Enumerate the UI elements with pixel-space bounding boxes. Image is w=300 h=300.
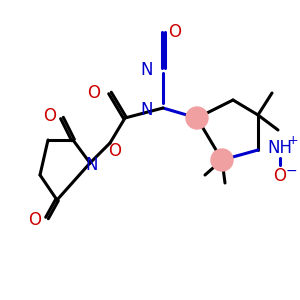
Circle shape (211, 149, 233, 171)
Text: O: O (109, 142, 122, 160)
Circle shape (186, 107, 208, 129)
Text: N: N (140, 61, 153, 79)
Text: N: N (140, 101, 153, 119)
Text: O: O (274, 167, 286, 185)
Text: O: O (87, 84, 100, 102)
Text: O: O (169, 23, 182, 41)
Text: O: O (44, 107, 56, 125)
Text: +: + (288, 134, 298, 148)
Text: N: N (86, 156, 98, 174)
Text: O: O (28, 211, 41, 229)
Text: NH: NH (268, 139, 292, 157)
Text: −: − (285, 164, 297, 178)
